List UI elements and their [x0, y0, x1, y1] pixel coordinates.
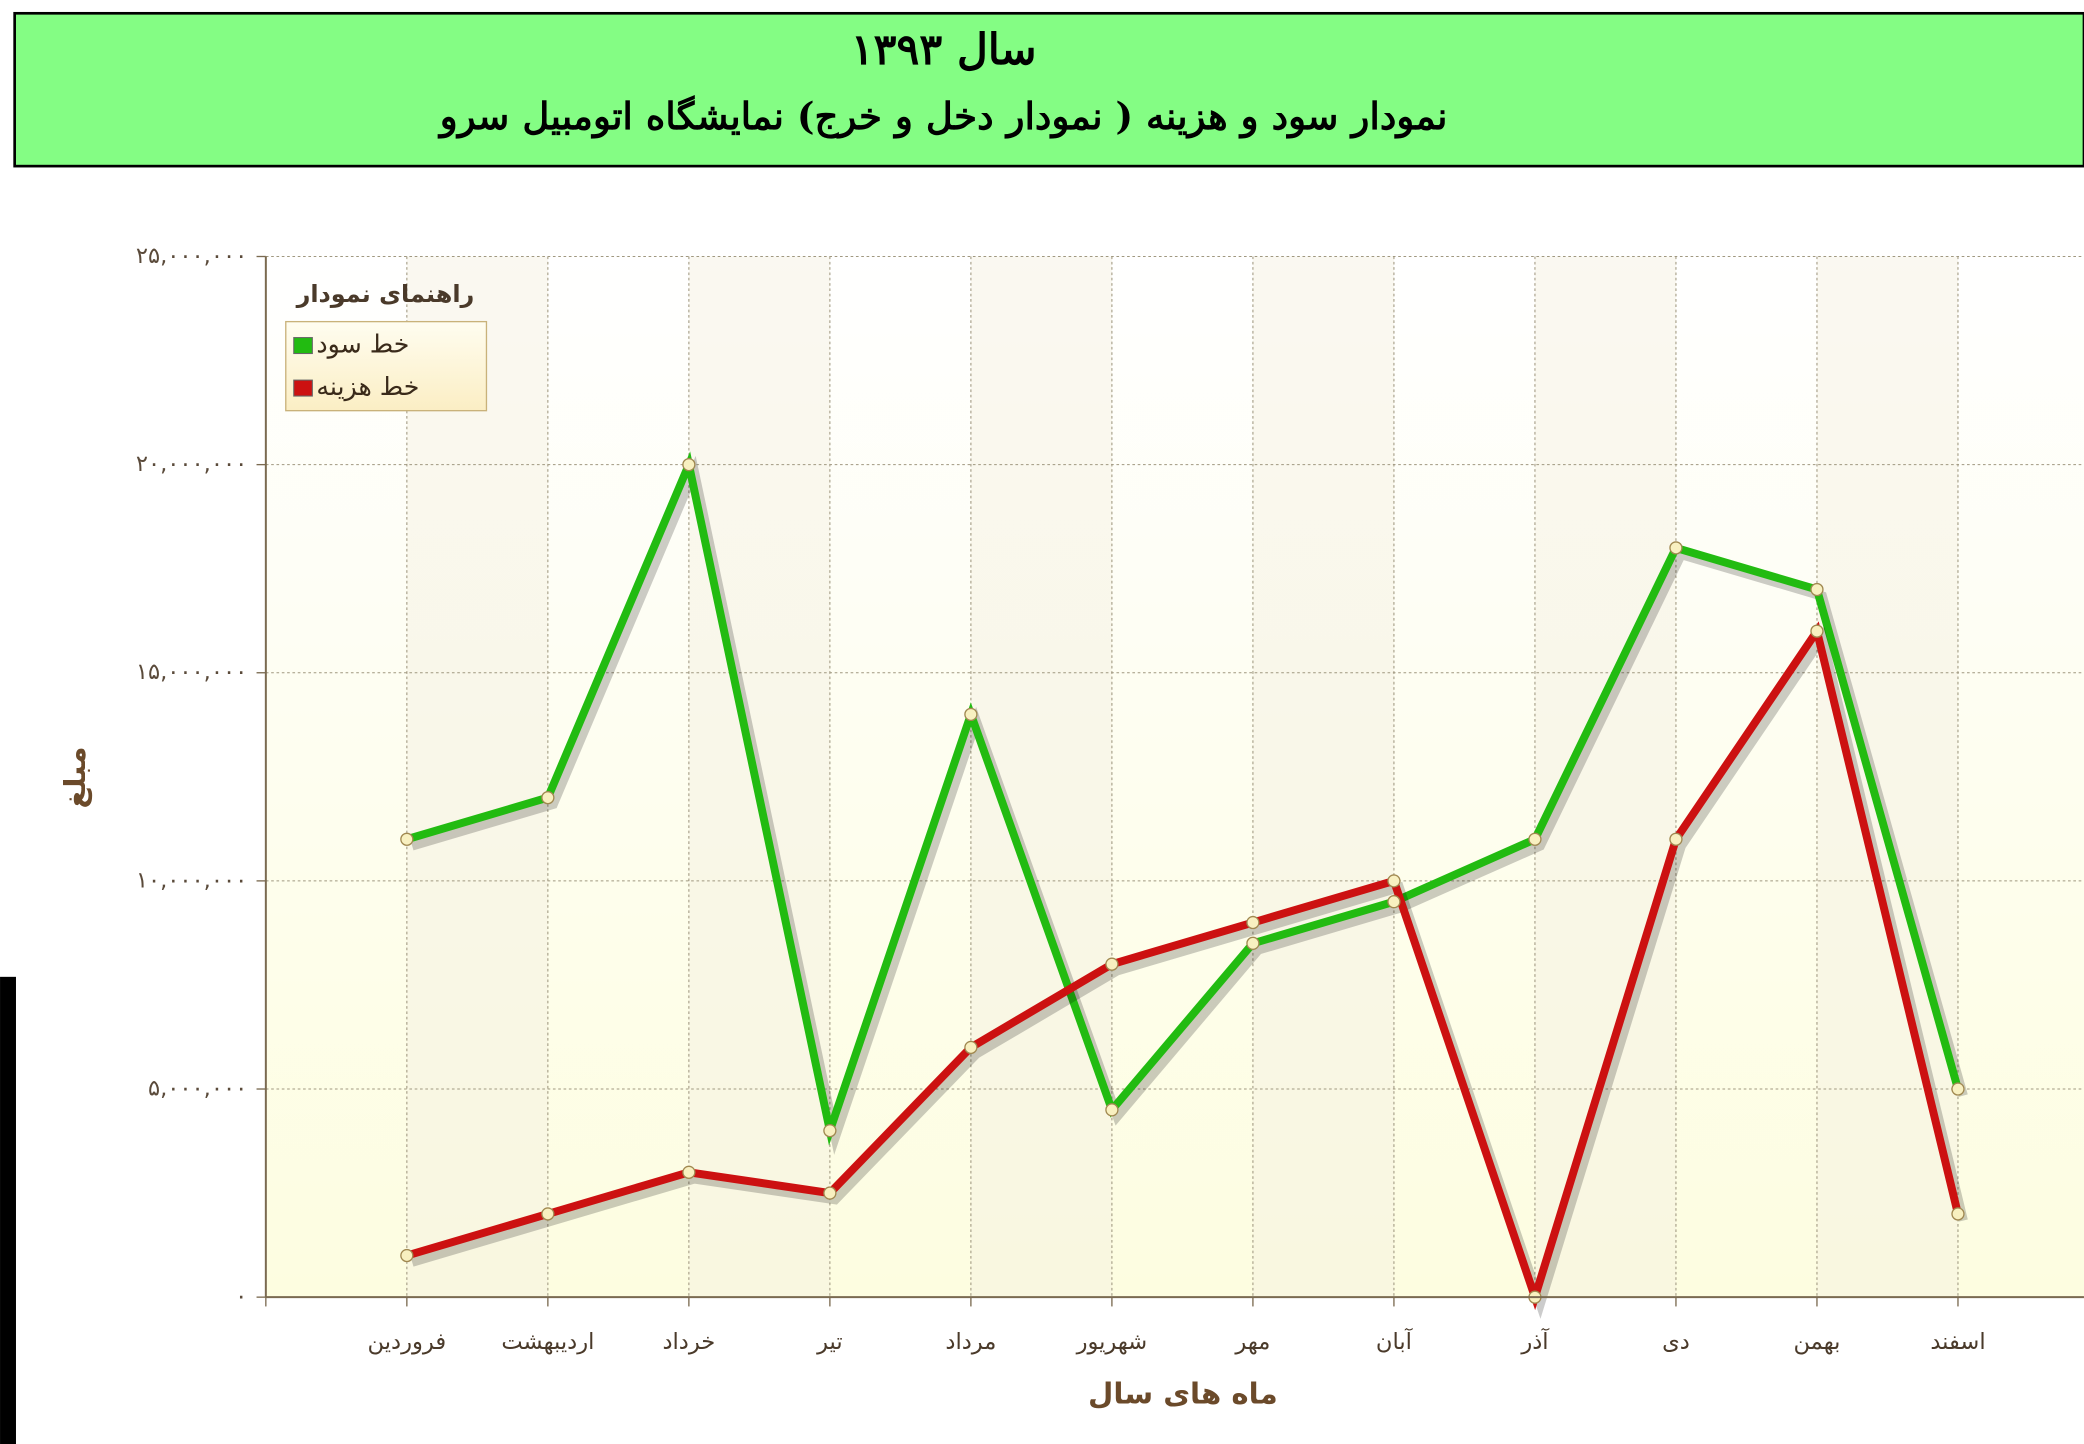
point-marker	[1528, 832, 1542, 846]
x-tick-label: دی	[1662, 1329, 1690, 1355]
x-tick-label: اردیبهشت	[501, 1329, 594, 1355]
x-tick-label: تیر	[816, 1329, 843, 1355]
point-marker	[823, 1123, 837, 1138]
point-marker	[682, 457, 696, 472]
point-marker	[1951, 1207, 1965, 1221]
x-tick-label: اسفند	[1930, 1329, 1985, 1355]
legend-swatch	[293, 337, 313, 355]
point-marker	[1810, 624, 1824, 638]
y-tick-label: ۵,۰۰۰,۰۰۰	[148, 1076, 247, 1102]
point-marker	[682, 1165, 696, 1179]
band-shade	[406, 256, 548, 1298]
point-marker	[1669, 832, 1683, 846]
point-marker	[823, 1186, 837, 1200]
band-shade	[1252, 256, 1394, 1298]
x-tick-label: آبان	[1376, 1327, 1414, 1355]
y-tick-label: ۱۰,۰۰۰,۰۰۰	[136, 867, 247, 893]
point-marker	[1669, 541, 1683, 555]
band-shade	[688, 256, 830, 1298]
point-marker	[964, 707, 978, 722]
side-strip	[0, 976, 16, 1444]
point-marker	[1810, 582, 1824, 597]
plot-area	[265, 256, 2084, 1298]
point-marker	[1246, 915, 1260, 930]
x-tick-label: شهریور	[1076, 1329, 1148, 1355]
y-tick-label: ۲۰,۰۰۰,۰۰۰	[136, 451, 247, 477]
point-marker	[1951, 1082, 1965, 1096]
point-marker	[1387, 874, 1401, 888]
point-marker	[400, 832, 414, 846]
band-shade	[1534, 256, 1676, 1298]
series-line	[405, 621, 1962, 1311]
y-axis-label: مبلغ	[58, 747, 92, 809]
plot-layer	[256, 255, 2084, 1319]
x-tick-label: آذر	[1520, 1327, 1550, 1355]
legend-title: راهنمای نمودار	[296, 280, 475, 308]
x-axis-label: ماه های سال	[1088, 1376, 1278, 1410]
y-tick-label: ۱۵,۰۰۰,۰۰۰	[136, 659, 247, 685]
legend-swatch	[293, 379, 313, 397]
point-marker	[541, 1207, 555, 1221]
legend-box	[285, 320, 488, 412]
x-tick-label: مهر	[1234, 1329, 1270, 1355]
chart-subtitle: نمودار سود و هزینه ( نمودار دخل و خرج) ن…	[437, 94, 1448, 139]
x-tick-label: فروردین	[368, 1329, 447, 1355]
x-tick-label: مرداد	[945, 1329, 996, 1355]
x-tick-label: خرداد	[662, 1329, 715, 1355]
x-tick-label: بهمن	[1793, 1329, 1840, 1355]
series-line	[405, 451, 1962, 1146]
header	[13, 11, 2084, 168]
line-shadow	[410, 455, 1968, 1155]
point-marker	[964, 1040, 978, 1055]
point-marker	[400, 1248, 414, 1263]
point-marker	[1105, 957, 1119, 971]
legend-label: خط سود	[316, 330, 409, 360]
legend-label: خط هزینه	[316, 372, 419, 402]
y-tick-label: ۰	[235, 1284, 247, 1310]
point-marker	[1387, 895, 1401, 909]
point-marker	[1105, 1103, 1119, 1117]
y-tick-label: ۲۵,۰۰۰,۰۰۰	[136, 243, 247, 269]
chart-title: سال ۱۳۹۳	[851, 25, 1037, 75]
line-shadow	[410, 626, 1968, 1319]
point-marker	[1246, 936, 1260, 950]
point-marker	[541, 790, 555, 805]
legend: راهنمای نمودار خط سود خط هزینه	[285, 280, 488, 412]
